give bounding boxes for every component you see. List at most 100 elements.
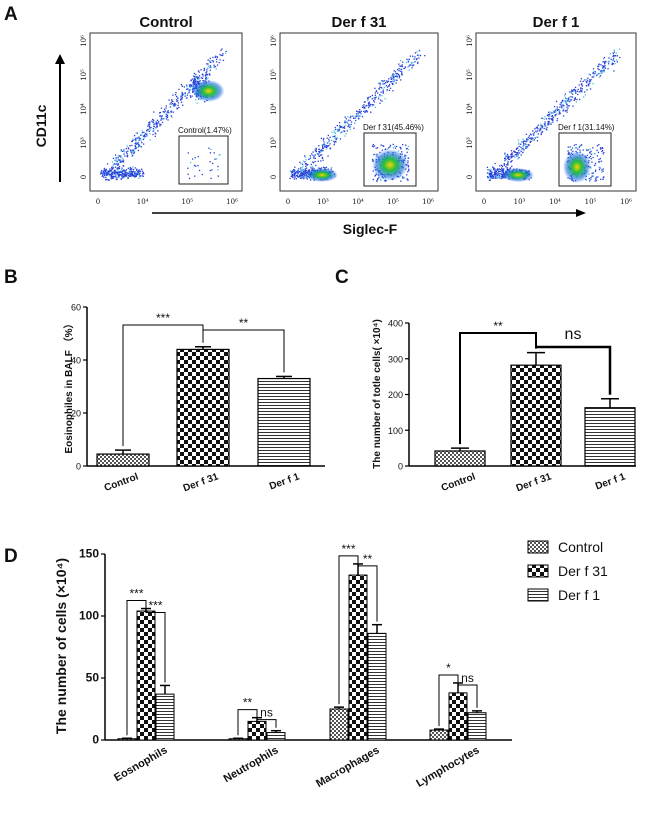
facs-y-tick-label: 10⁵ [466, 69, 474, 81]
significance-bracket [145, 600, 166, 683]
facs-y-tick-label: 0 [80, 175, 88, 179]
bar-group-neutrophils: ** ns Neutrophils [222, 696, 286, 785]
x-category-label: Der f 1 [594, 471, 627, 492]
y-tick-label: 60 [71, 303, 81, 313]
significance-label: ** [493, 319, 503, 333]
facs-y-tick-label: 0 [466, 175, 474, 179]
y-tick-label: 0 [76, 462, 81, 472]
significance-label: *** [341, 542, 355, 556]
facs-gate-label: Der f 1(31.14%) [558, 123, 615, 132]
facs-density-hotspot [372, 149, 408, 181]
significance-bracket [459, 332, 537, 445]
facs-density-hotspot [306, 168, 338, 182]
bar-der-f-31 [448, 692, 468, 741]
x-category-label: Der f 31 [182, 471, 221, 494]
x-category-label: Control [440, 471, 477, 494]
facs-x-tick-label: 0 [286, 198, 290, 206]
bar-der-f-1 [155, 693, 175, 741]
legend-entry-label: Der f 31 [558, 563, 608, 579]
x-category-label: Der f 31 [515, 471, 554, 494]
facs-plot-title: Control [139, 14, 192, 31]
facs-x-tick-label: 0 [482, 198, 486, 206]
facs-x-tick-label: 0 [96, 198, 100, 206]
panel-letter-c: C [335, 267, 349, 288]
bar-der-f-1 [584, 407, 636, 467]
bar-der-f-31 [510, 364, 562, 467]
y-tick-label: 100 [388, 426, 403, 436]
x-category-label: Der f 1 [268, 471, 301, 492]
bar-control [434, 450, 486, 467]
facs-gate-label: Control(1.47%) [178, 126, 232, 135]
y-tick-label: 100 [79, 609, 99, 623]
significance-label: ns [565, 326, 582, 343]
facs-x-tick-label: 10⁶ [226, 198, 238, 206]
y-axis-label: The number of totle cells( ×10⁴) [372, 319, 383, 469]
facs-plot-1: Control Control(1.47%) 10⁶ 10⁵ 10⁴ 10³ 0 0 10⁴ 10… [80, 14, 243, 206]
y-tick-label: 40 [71, 356, 81, 366]
significance-label: *** [156, 311, 170, 325]
x-category-label: Neutrophils [222, 744, 281, 785]
x-category-label: Macrophages [314, 744, 381, 790]
significance-label: *** [148, 599, 162, 613]
facs-x-tick-label: 10⁶ [422, 198, 434, 206]
significance-label: ** [363, 552, 373, 566]
significance-bracket [256, 709, 277, 728]
panel-c-total-cells-chart: C 0 100 200 300 400 The number of totle cells… [335, 267, 636, 494]
facs-y-tick-label: 10⁶ [80, 35, 88, 47]
x-category-label: Lymphocytes [414, 744, 481, 790]
bar-der-f-1 [367, 632, 387, 741]
facs-x-tick-label: 10³ [317, 198, 329, 206]
facs-gate-box [558, 132, 612, 187]
bar-der-f-1 [266, 732, 286, 741]
panel-letter-a: A [4, 4, 18, 25]
facs-y-tick-label: 10⁵ [80, 69, 88, 81]
significance-label: *** [129, 587, 143, 601]
legend-swatch [527, 588, 549, 602]
x-category-label: Eosnophils [112, 744, 169, 784]
facs-event-dots [289, 49, 426, 182]
significance-bracket [357, 555, 378, 622]
y-tick-label: 20 [71, 409, 81, 419]
facs-y-tick-label: 10⁶ [270, 35, 278, 47]
facs-plot-title: Der f 1 [533, 14, 580, 31]
significance-label: ** [243, 696, 253, 710]
facs-x-tick-label: 10⁴ [137, 198, 149, 206]
panel-b-eosinophil-percent-chart: B 0 20 40 60 Eosinophiles in BALF （%） Control… [4, 267, 325, 494]
significance-bracket [457, 674, 478, 708]
y-axis-label: Eosinophiles in BALF （%） [62, 318, 75, 453]
cd11c-axis-title: CD11c [33, 104, 49, 147]
significance-label: * [446, 661, 451, 675]
y-tick-label: 0 [92, 733, 99, 747]
y-tick-label: 150 [79, 547, 99, 561]
y-tick-label: 0 [398, 462, 403, 472]
bar-der-f-1 [467, 712, 487, 741]
bar-der-f-1 [257, 377, 311, 467]
legend: Control Der f 31 Der f 1 [527, 539, 608, 603]
facs-plot-3: Der f 1 Der f 1(31.14%) 10⁶ 10⁵ 10⁴ 10³ 0 0 10³ 1… [466, 14, 637, 206]
facs-y-tick-label: 10⁵ [270, 69, 278, 81]
bar-control [429, 729, 449, 741]
facs-x-tick-label: 10⁴ [352, 198, 364, 206]
legend-swatch [527, 540, 549, 554]
x-category-label: Control [103, 471, 140, 494]
y-tick-label: 200 [388, 390, 403, 400]
legend-swatch [527, 564, 549, 578]
bar-der-f-31 [247, 720, 267, 741]
facs-y-tick-label: 10⁴ [270, 103, 278, 115]
facs-density-hotspot [502, 168, 534, 182]
facs-y-tick-label: 10³ [80, 137, 88, 149]
facs-x-tick-label: 10⁵ [387, 198, 399, 206]
y-tick-label: 300 [388, 354, 403, 364]
bar-group-macrophages: *****Macrophages [314, 542, 387, 790]
panel-letter-b: B [4, 267, 18, 288]
panel-letter-d: D [4, 546, 18, 567]
bar-der-f-31 [136, 610, 156, 741]
significance-label: ns [461, 671, 474, 685]
significance-bracket [202, 325, 285, 373]
facs-y-tick-label: 10⁴ [466, 103, 474, 115]
siglecf-axis-title: Siglec-F [343, 221, 398, 237]
facs-density-hotspot [563, 151, 591, 183]
facs-y-tick-label: 10⁴ [80, 103, 88, 115]
